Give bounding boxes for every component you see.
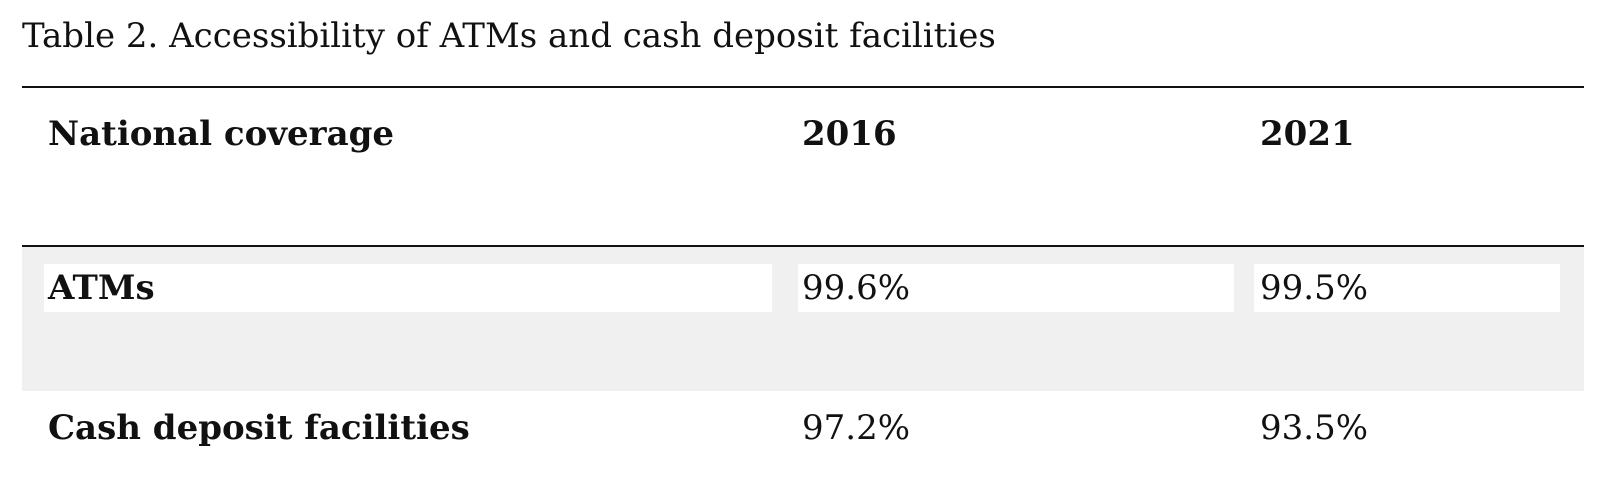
- table-header-row: National coverage 2016 2021: [22, 88, 1584, 245]
- row-label-atms: ATMs: [48, 268, 155, 308]
- header-2016: 2016: [802, 114, 897, 154]
- table-header-rule: [22, 245, 1584, 247]
- cash-deposit-2021-value: 93.5%: [1260, 408, 1369, 448]
- row-label-cash-deposit: Cash deposit facilities: [48, 408, 470, 448]
- table-row-atms: ATMs 99.6% 99.5%: [22, 247, 1584, 391]
- cell-highlight: [44, 264, 772, 312]
- atms-2021-value: 99.5%: [1260, 268, 1369, 308]
- header-national-coverage: National coverage: [48, 114, 395, 154]
- table-caption: Table 2. Accessibility of ATMs and cash …: [22, 16, 996, 56]
- cell-highlight: [1254, 264, 1560, 312]
- atms-2016-value: 99.6%: [802, 268, 911, 308]
- table-top-rule: [22, 86, 1584, 88]
- table-row-cash-deposit: Cash deposit facilities 97.2% 93.5%: [22, 391, 1584, 491]
- cell-highlight: [798, 264, 1234, 312]
- cash-deposit-2016-value: 97.2%: [802, 408, 911, 448]
- header-2021: 2021: [1260, 114, 1355, 154]
